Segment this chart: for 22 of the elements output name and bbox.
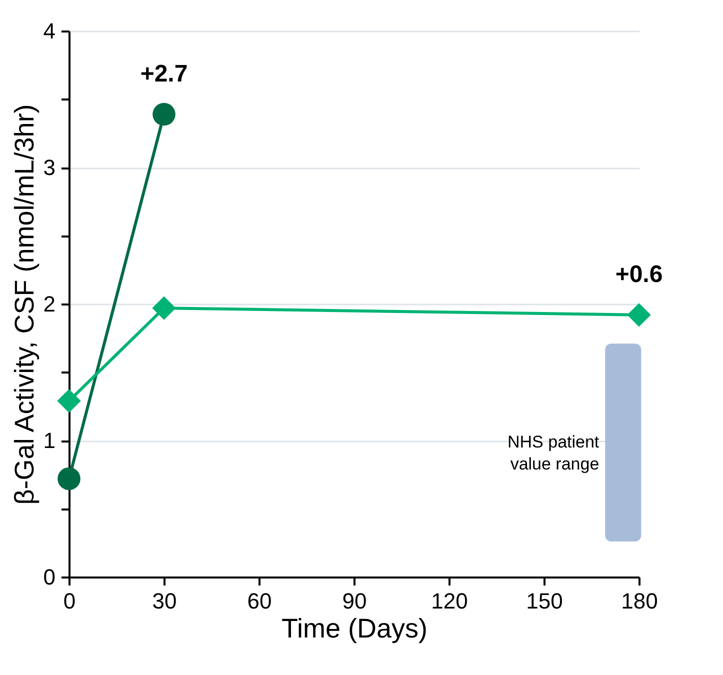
y-tick-label: 4 — [43, 18, 56, 44]
point — [152, 102, 176, 126]
x-tick-label: 120 — [431, 588, 468, 614]
y-tick-label: 3 — [43, 155, 56, 180]
x-tick-label: 90 — [342, 588, 367, 614]
annotation: +0.6 — [615, 260, 663, 288]
x-tick-label: 0 — [63, 588, 76, 614]
y-axis-title: β-Gal Activity, CSF (nmol/mL/3hr) — [9, 104, 40, 505]
point — [627, 303, 651, 327]
x-axis-title: Time (Days) — [282, 614, 428, 644]
y-tick-label: 1 — [43, 428, 56, 453]
x-tick-label: 180 — [621, 588, 658, 614]
y-tick-label: 2 — [43, 292, 56, 316]
series-label: NHS patient value range — [507, 432, 600, 474]
point — [57, 389, 81, 413]
x-tick-label: 30 — [152, 588, 177, 614]
y-tick-label: 0 — [43, 564, 56, 590]
annotation: +2.7 — [140, 60, 188, 88]
point — [152, 296, 176, 320]
point — [58, 467, 80, 490]
x-tick-label: 150 — [526, 588, 563, 614]
x-tick-label: 60 — [247, 588, 272, 614]
